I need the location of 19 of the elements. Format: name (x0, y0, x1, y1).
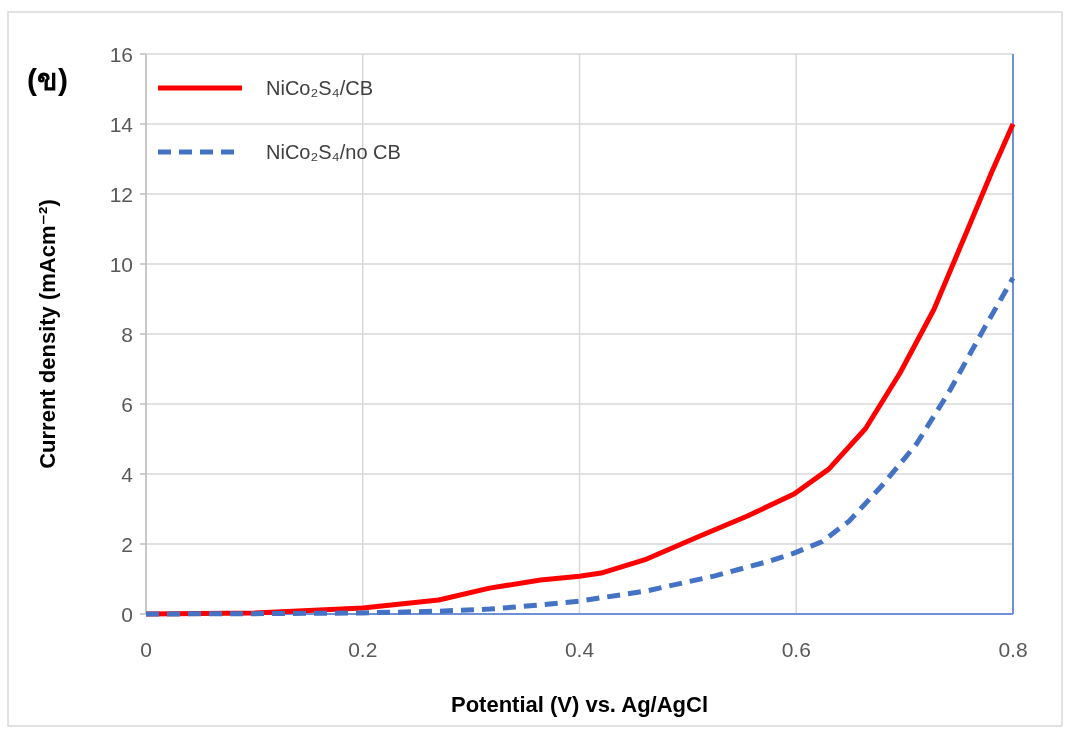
y-tick-label: 14 (109, 113, 134, 136)
y-tick-label: 6 (121, 393, 133, 416)
x-tick-label: 0.2 (348, 638, 378, 661)
y-tick-label: 8 (121, 323, 133, 346)
y-tick-label: 16 (109, 43, 133, 66)
x-tick-label: 0.4 (564, 638, 595, 661)
y-tick-label: 10 (109, 253, 133, 276)
x-tick-label: 0 (140, 638, 152, 661)
x-tick-label: 0.8 (998, 638, 1028, 661)
x-axis-title: Potential (V) vs. Ag/AgCl (450, 692, 709, 717)
x-tick-label: 0.6 (781, 638, 811, 661)
chart-title: (ข) (27, 63, 68, 96)
y-tick-label: 2 (121, 533, 133, 556)
legend-label: NiCo₂S₄/no CB (266, 141, 401, 163)
y-tick-label: 12 (109, 183, 133, 206)
legend-label: NiCo₂S₄/CB (266, 77, 374, 99)
y-tick-label: 0 (121, 603, 133, 626)
y-axis-title: Current density (mAcm⁻²) (35, 199, 60, 469)
y-tick-label: 4 (121, 463, 134, 486)
